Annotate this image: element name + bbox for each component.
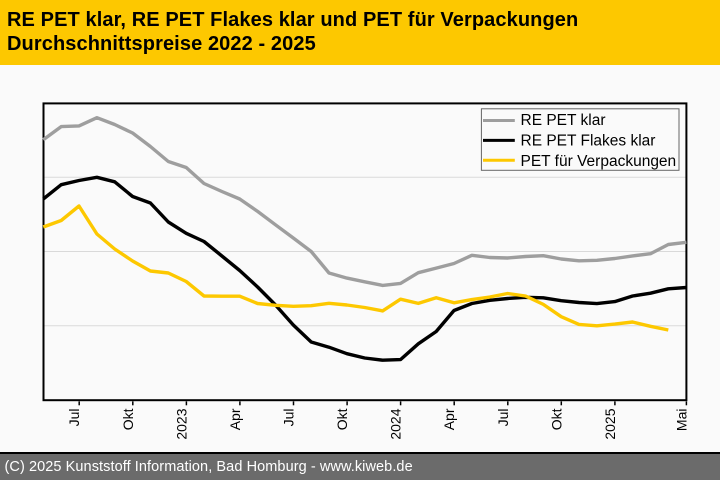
svg-text:Jul: Jul: [495, 409, 511, 427]
svg-text:Jul: Jul: [66, 409, 82, 427]
svg-text:Apr: Apr: [441, 408, 457, 430]
svg-text:Jul: Jul: [281, 409, 297, 427]
svg-text:RE PET Flakes klar: RE PET Flakes klar: [521, 132, 656, 149]
svg-text:Okt: Okt: [334, 408, 350, 430]
svg-text:Apr: Apr: [227, 408, 243, 430]
svg-text:Okt: Okt: [548, 408, 564, 430]
svg-text:RE PET klar: RE PET klar: [521, 112, 606, 129]
svg-text:2025: 2025: [602, 408, 618, 439]
svg-text:Mai: Mai: [673, 409, 689, 432]
svg-text:2024: 2024: [388, 408, 404, 439]
svg-text:2023: 2023: [173, 408, 189, 439]
svg-text:Okt: Okt: [120, 408, 136, 430]
svg-text:PET für Verpackungen: PET für Verpackungen: [521, 153, 677, 170]
